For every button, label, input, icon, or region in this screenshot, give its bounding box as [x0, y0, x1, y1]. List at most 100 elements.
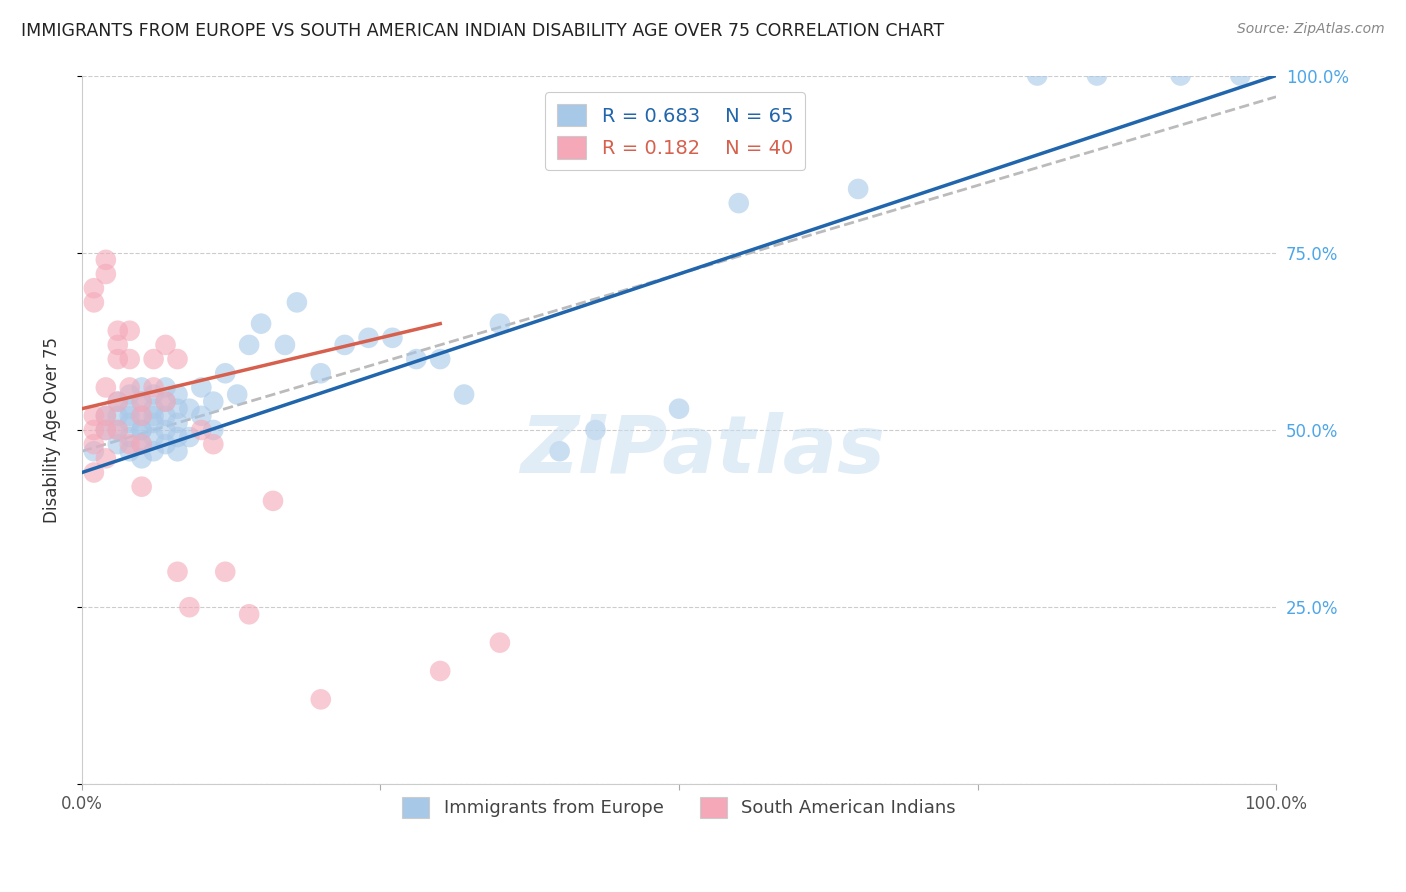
Point: [190, 423, 212, 437]
Point: [131, 380, 153, 394]
Legend: Immigrants from Europe, South American Indians: Immigrants from Europe, South American I…: [395, 789, 963, 825]
Point: [142, 352, 165, 367]
Point: [214, 565, 236, 579]
Point: [309, 692, 332, 706]
Point: [94, 423, 117, 437]
Point: [274, 338, 297, 352]
Point: [155, 409, 177, 423]
Point: [453, 387, 475, 401]
Point: [107, 352, 129, 367]
Point: [429, 664, 451, 678]
Point: [118, 430, 141, 444]
Point: [155, 423, 177, 437]
Point: [548, 444, 571, 458]
Point: [166, 387, 188, 401]
Point: [155, 437, 177, 451]
Point: [118, 444, 141, 458]
Point: [179, 600, 201, 615]
Point: [166, 430, 188, 444]
Point: [429, 352, 451, 367]
Point: [309, 366, 332, 380]
Point: [131, 480, 153, 494]
Point: [94, 380, 117, 394]
Point: [83, 295, 105, 310]
Point: [131, 437, 153, 451]
Point: [131, 451, 153, 466]
Point: [190, 380, 212, 394]
Point: [155, 338, 177, 352]
Point: [142, 409, 165, 423]
Point: [190, 409, 212, 423]
Point: [155, 394, 177, 409]
Point: [83, 423, 105, 437]
Point: [202, 423, 225, 437]
Text: Source: ZipAtlas.com: Source: ZipAtlas.com: [1237, 22, 1385, 37]
Point: [118, 352, 141, 367]
Point: [1085, 69, 1108, 83]
Point: [166, 352, 188, 367]
Point: [142, 380, 165, 394]
Point: [83, 409, 105, 423]
Point: [285, 295, 308, 310]
Point: [202, 394, 225, 409]
Point: [131, 423, 153, 437]
Point: [94, 252, 117, 267]
Point: [142, 401, 165, 416]
Point: [107, 409, 129, 423]
Point: [94, 409, 117, 423]
Point: [131, 437, 153, 451]
Point: [107, 423, 129, 437]
Point: [107, 324, 129, 338]
Point: [131, 394, 153, 409]
Point: [238, 338, 260, 352]
Point: [83, 444, 105, 458]
Point: [166, 565, 188, 579]
Point: [846, 182, 869, 196]
Point: [583, 423, 606, 437]
Point: [118, 437, 141, 451]
Point: [179, 430, 201, 444]
Point: [107, 338, 129, 352]
Point: [238, 607, 260, 622]
Text: ZIPatlas: ZIPatlas: [520, 412, 886, 491]
Point: [405, 352, 427, 367]
Point: [166, 444, 188, 458]
Point: [1170, 69, 1192, 83]
Text: IMMIGRANTS FROM EUROPE VS SOUTH AMERICAN INDIAN DISABILITY AGE OVER 75 CORRELATI: IMMIGRANTS FROM EUROPE VS SOUTH AMERICAN…: [21, 22, 945, 40]
Point: [357, 331, 380, 345]
Point: [118, 416, 141, 430]
Point: [107, 394, 129, 409]
Y-axis label: Disability Age Over 75: Disability Age Over 75: [44, 337, 60, 523]
Point: [94, 267, 117, 281]
Point: [727, 196, 749, 211]
Point: [166, 401, 188, 416]
Point: [107, 394, 129, 409]
Point: [1229, 69, 1251, 83]
Point: [226, 387, 249, 401]
Point: [262, 494, 284, 508]
Point: [118, 380, 141, 394]
Point: [489, 317, 512, 331]
Point: [333, 338, 356, 352]
Point: [142, 444, 165, 458]
Point: [94, 423, 117, 437]
Point: [118, 409, 141, 423]
Point: [250, 317, 273, 331]
Point: [489, 635, 512, 649]
Point: [1026, 69, 1049, 83]
Point: [83, 437, 105, 451]
Point: [142, 430, 165, 444]
Point: [107, 437, 129, 451]
Point: [131, 409, 153, 423]
Point: [94, 409, 117, 423]
Point: [202, 437, 225, 451]
Point: [142, 387, 165, 401]
Point: [118, 324, 141, 338]
Point: [83, 466, 105, 480]
Point: [131, 423, 153, 437]
Point: [83, 281, 105, 295]
Point: [107, 423, 129, 437]
Point: [166, 416, 188, 430]
Point: [668, 401, 690, 416]
Point: [118, 387, 141, 401]
